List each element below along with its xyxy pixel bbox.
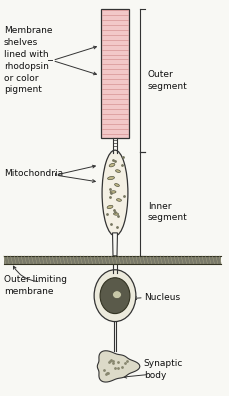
Ellipse shape — [109, 164, 115, 167]
Ellipse shape — [94, 270, 136, 322]
Text: Mitochondria: Mitochondria — [4, 169, 63, 177]
Polygon shape — [97, 351, 140, 382]
Ellipse shape — [114, 184, 119, 187]
Ellipse shape — [114, 213, 118, 215]
Ellipse shape — [100, 278, 130, 314]
Text: Outer limiting
membrane: Outer limiting membrane — [4, 275, 67, 295]
Ellipse shape — [102, 150, 128, 236]
Text: Nucleus: Nucleus — [144, 293, 180, 302]
Ellipse shape — [112, 291, 121, 299]
Ellipse shape — [117, 199, 121, 201]
Text: Synaptic
body: Synaptic body — [144, 359, 183, 380]
Text: Membrane
shelves
lined with
rhodopsin
or color
pigment: Membrane shelves lined with rhodopsin or… — [4, 27, 52, 95]
Text: Outer
segment: Outer segment — [148, 70, 188, 91]
Bar — [4, 256, 221, 264]
Ellipse shape — [116, 170, 120, 173]
Ellipse shape — [108, 177, 114, 180]
Ellipse shape — [107, 206, 113, 209]
Polygon shape — [112, 233, 117, 256]
Ellipse shape — [110, 191, 116, 193]
Bar — [101, 9, 129, 138]
Text: Inner
segment: Inner segment — [148, 202, 188, 222]
